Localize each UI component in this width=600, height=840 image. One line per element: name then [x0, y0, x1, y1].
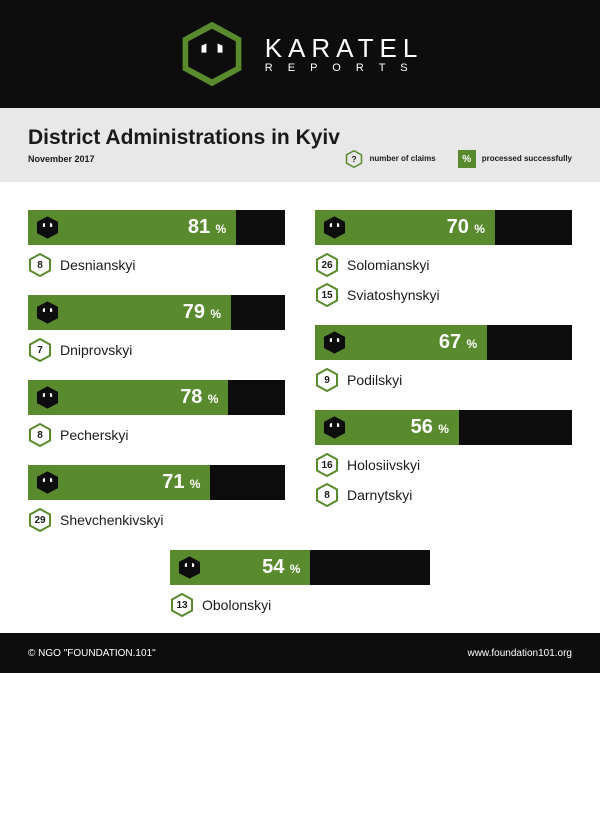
footer: © NGO "FOUNDATION.101" www.foundation101… [0, 633, 600, 673]
district-name: Solomianskyi [347, 257, 429, 273]
legend-text: number of claims [369, 154, 435, 164]
claims-hex: 7 [28, 338, 52, 362]
bar-track: 54 % [170, 550, 430, 585]
bar-group: 56 % 16 Holosiivskyi 8 Darnytskyi [315, 410, 572, 513]
col-right: 70 % 26 Solomianskyi 15 Sviatoshynskyi 67 % 9P… [315, 210, 572, 538]
logo-icon [177, 19, 247, 89]
col-left: 81 % 8 Desnianskyi 79 % 7 Dniprovskyi 78 % 8 Pec… [28, 210, 285, 538]
bar-icon [174, 552, 205, 583]
legend-processed: % processed successfully [458, 150, 572, 168]
district-row: 8 Darnytskyi [315, 483, 572, 507]
district-name: Dniprovskyi [60, 342, 132, 358]
claims-hex: 8 [315, 483, 339, 507]
bar-pct: 56 % [411, 416, 449, 439]
bar-group: 81 % 8 Desnianskyi [28, 210, 285, 283]
claims-hex: 26 [315, 253, 339, 277]
district-name: Desnianskyi [60, 257, 135, 273]
bar-group: 78 % 8 Pecherskyi [28, 380, 285, 453]
title-band: District Administrations in Kyiv Novembe… [0, 108, 600, 182]
legend: ? number of claims % processed successfu… [28, 150, 572, 168]
copyright: © NGO "FOUNDATION.101" [28, 648, 156, 659]
bar-icon [319, 212, 350, 243]
claims-hex: 13 [170, 593, 194, 617]
svg-text:?: ? [352, 155, 357, 164]
bar-pct: 81 % [188, 216, 226, 239]
claims-hex: 16 [315, 453, 339, 477]
claims-hex: 15 [315, 283, 339, 307]
bar-group: 71 % 29 Shevchenkivskyi [28, 465, 285, 538]
pct-icon: % [458, 150, 476, 168]
bar-track: 56 % [315, 410, 572, 445]
bar-pct: 70 % [447, 216, 485, 239]
claims-hex: 8 [28, 423, 52, 447]
district-row: 29 Shevchenkivskyi [28, 508, 285, 532]
bar-group: 79 % 7 Dniprovskyi [28, 295, 285, 368]
bar-track: 81 % [28, 210, 285, 245]
bar-icon [32, 297, 63, 328]
bar-group: 54 % 13 Obolonskyi [170, 550, 430, 617]
claims-hex: 29 [28, 508, 52, 532]
col-center: 54 % 13 Obolonskyi [170, 550, 430, 617]
bar-pct: 54 % [262, 556, 300, 579]
brand-name: KARATEL [265, 34, 424, 63]
bar-pct: 67 % [439, 331, 477, 354]
bar-pct: 71 % [162, 471, 200, 494]
bar-group: 67 % 9 Podilskyi [315, 325, 572, 398]
district-row: 15 Sviatoshynskyi [315, 283, 572, 307]
district-row: 16 Holosiivskyi [315, 453, 572, 477]
content: 81 % 8 Desnianskyi 79 % 7 Dniprovskyi 78 % 8 Pec… [0, 182, 600, 633]
bar-icon [319, 412, 350, 443]
district-name: Holosiivskyi [347, 457, 420, 473]
brand-sub: R E P O R T S [265, 62, 424, 74]
district-row: 7 Dniprovskyi [28, 338, 285, 362]
legend-claims: ? number of claims [345, 150, 435, 168]
bar-icon [32, 382, 63, 413]
district-row: 9 Podilskyi [315, 368, 572, 392]
bar-icon [32, 467, 63, 498]
bar-group: 70 % 26 Solomianskyi 15 Sviatoshynskyi [315, 210, 572, 313]
district-name: Podilskyi [347, 372, 402, 388]
url: www.foundation101.org [467, 648, 572, 659]
bar-pct: 78 % [180, 386, 218, 409]
bar-icon [32, 212, 63, 243]
district-row: 13 Obolonskyi [170, 593, 430, 617]
bar-track: 79 % [28, 295, 285, 330]
bar-icon [319, 327, 350, 358]
claims-hex: 8 [28, 253, 52, 277]
district-row: 8 Pecherskyi [28, 423, 285, 447]
district-name: Obolonskyi [202, 597, 271, 613]
header: KARATEL R E P O R T S [0, 0, 600, 108]
page-title: District Administrations in Kyiv [28, 126, 572, 150]
claims-hex: 9 [315, 368, 339, 392]
district-row: 8 Desnianskyi [28, 253, 285, 277]
bar-track: 70 % [315, 210, 572, 245]
district-name: Shevchenkivskyi [60, 512, 164, 528]
bar-track: 71 % [28, 465, 285, 500]
legend-text: processed successfully [482, 154, 572, 164]
district-row: 26 Solomianskyi [315, 253, 572, 277]
bar-track: 78 % [28, 380, 285, 415]
bar-track: 67 % [315, 325, 572, 360]
district-name: Darnytskyi [347, 487, 412, 503]
bar-pct: 79 % [183, 301, 221, 324]
hex-icon: ? [345, 150, 363, 168]
district-name: Sviatoshynskyi [347, 287, 440, 303]
district-name: Pecherskyi [60, 427, 128, 443]
